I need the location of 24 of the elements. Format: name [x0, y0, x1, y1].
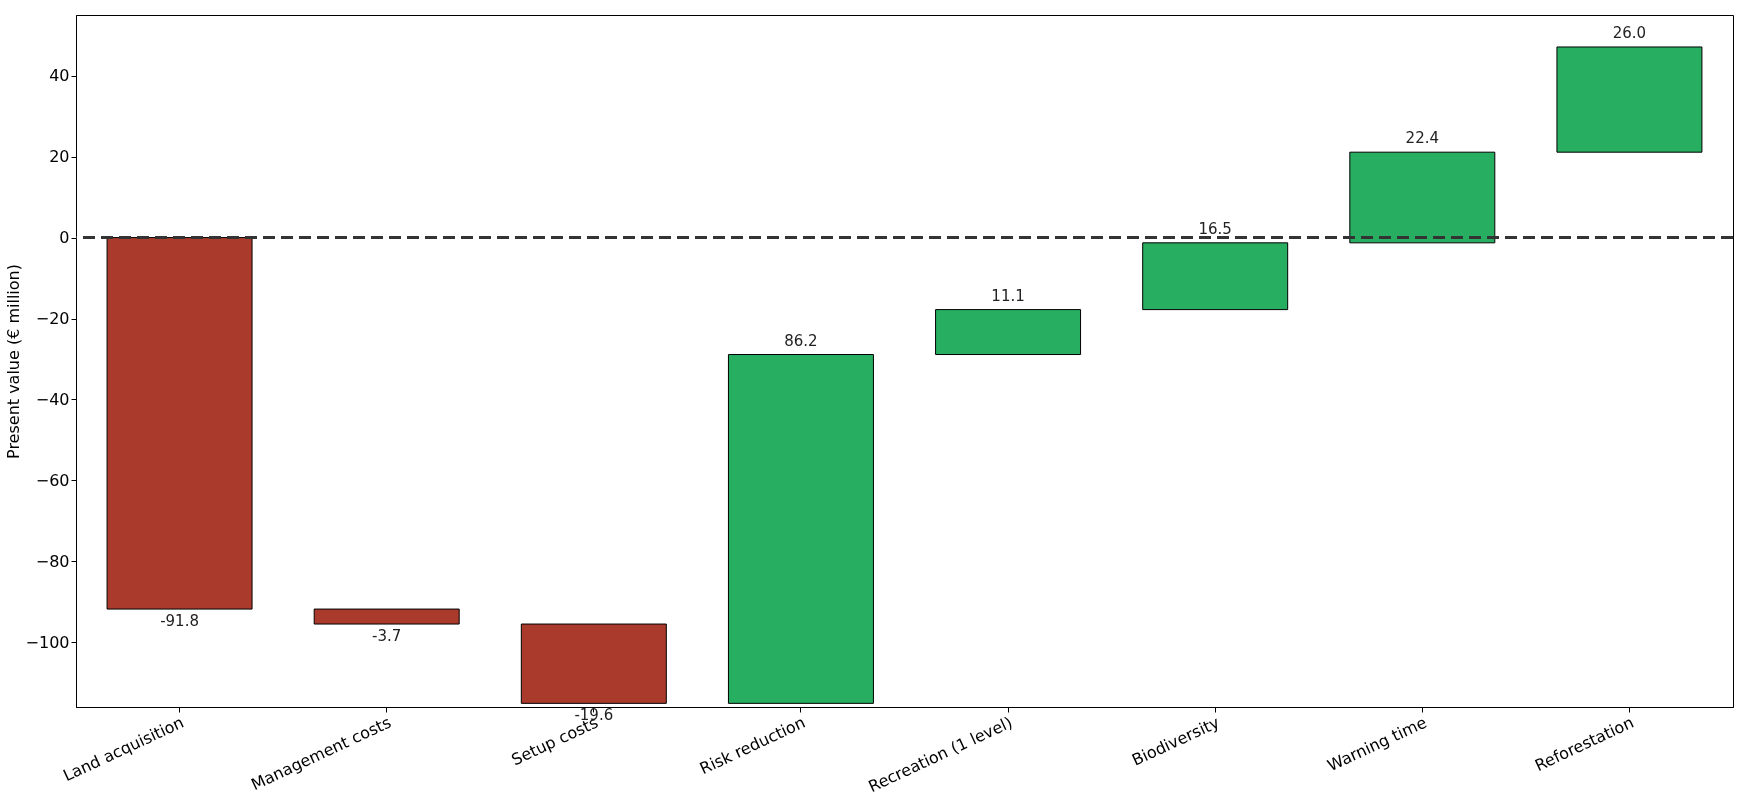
bar [1556, 46, 1703, 153]
data-label: -91.8 [160, 612, 199, 631]
y-axis-title: Present value (€ million) [3, 264, 23, 459]
bar [727, 354, 874, 704]
data-label: 22.4 [1405, 129, 1440, 148]
bar [935, 309, 1082, 356]
y-tick-label: −80 [35, 551, 70, 571]
bar [106, 237, 253, 610]
data-label: 16.5 [1198, 219, 1232, 238]
bar [1142, 242, 1289, 311]
y-tick-label: 20 [49, 147, 70, 167]
data-label: 11.1 [991, 286, 1025, 305]
y-tick-label: 40 [49, 66, 70, 86]
data-label: 26.0 [1612, 23, 1647, 42]
y-tick-label: −40 [35, 389, 70, 409]
y-tick-label: −100 [25, 632, 70, 652]
data-label: 86.2 [784, 331, 818, 350]
bar [1349, 151, 1496, 244]
data-label: -3.7 [372, 627, 402, 646]
y-tick-label: −20 [35, 309, 70, 329]
y-tick-label: 0 [59, 228, 70, 248]
bar [313, 608, 460, 625]
y-tick-label: −60 [35, 470, 70, 490]
bar [520, 623, 667, 704]
